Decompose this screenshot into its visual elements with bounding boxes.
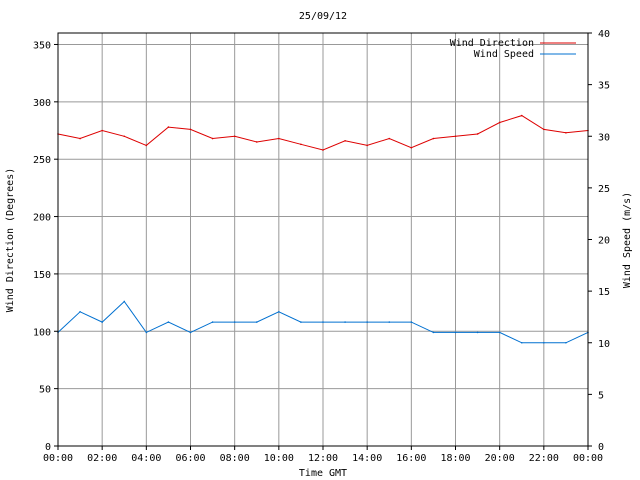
data-point <box>101 321 103 323</box>
data-point <box>233 321 236 323</box>
x-tick-label: 10:00 <box>264 453 294 464</box>
data-point <box>167 126 170 128</box>
x-tick-label: 22:00 <box>529 453 559 464</box>
data-point <box>189 331 192 334</box>
data-point <box>476 133 479 135</box>
y-right-tick-label: 15 <box>598 287 610 298</box>
x-tick-label: 08:00 <box>220 453 250 464</box>
data-point <box>255 141 258 143</box>
data-point <box>79 310 81 313</box>
data-point <box>344 140 346 142</box>
data-point <box>189 128 192 131</box>
y-left-tick-label: 200 <box>33 213 51 224</box>
y-left-tick-label: 0 <box>45 442 51 453</box>
data-point <box>322 149 324 151</box>
legend-label-speed: Wind Speed <box>474 49 534 60</box>
series-lines <box>57 114 589 344</box>
data-point <box>211 137 214 140</box>
data-point <box>565 341 567 344</box>
data-point <box>167 321 170 323</box>
y-right-tick-label: 20 <box>598 236 610 247</box>
data-point <box>255 321 258 323</box>
x-tick-label: 00:00 <box>573 453 603 464</box>
data-point <box>233 135 236 138</box>
data-point <box>410 146 413 149</box>
data-point <box>366 144 368 147</box>
data-point <box>498 121 501 124</box>
data-point <box>322 321 324 323</box>
data-point <box>101 129 103 132</box>
y-right-tick-label: 30 <box>598 132 610 143</box>
data-point <box>79 137 81 140</box>
x-tick-label: 06:00 <box>175 453 205 464</box>
data-point <box>498 331 501 334</box>
data-point <box>300 321 302 323</box>
data-point <box>388 321 391 323</box>
data-point <box>543 341 545 344</box>
legend: Wind Direction Wind Speed <box>450 38 576 60</box>
data-point <box>278 310 280 313</box>
data-point <box>520 341 523 344</box>
y-left-tick-label: 350 <box>33 40 51 51</box>
x-tick-label: 12:00 <box>308 453 338 464</box>
x-tick-label: 18:00 <box>440 453 470 464</box>
y-left-tick-label: 150 <box>33 270 51 281</box>
data-point <box>388 137 391 140</box>
data-point <box>145 331 148 334</box>
data-point <box>344 321 346 323</box>
x-axis-label: Time GMT <box>299 468 347 479</box>
data-point <box>565 132 567 134</box>
data-point <box>211 321 214 323</box>
data-point <box>543 128 545 131</box>
y-right-tick-label: 0 <box>598 442 604 453</box>
y-right-tick-label: 5 <box>598 390 604 401</box>
y-right-tick-label: 25 <box>598 184 610 195</box>
axis-ticks: 00:00 02:00 04:00 06:00 08:00 10:00 12:00 14:00… <box>33 29 610 464</box>
gridlines <box>58 33 588 446</box>
data-point <box>454 331 457 334</box>
data-point <box>300 143 302 146</box>
x-tick-label: 14:00 <box>352 453 382 464</box>
data-point <box>476 331 479 334</box>
y-left-tick-label: 300 <box>33 98 51 109</box>
data-point <box>410 321 413 323</box>
data-point <box>432 331 435 334</box>
data-point <box>123 300 126 303</box>
data-point <box>123 135 126 138</box>
data-point <box>366 321 368 323</box>
data-point <box>520 114 523 117</box>
y-right-tick-label: 10 <box>598 339 610 350</box>
y-left-tick-label: 250 <box>33 155 51 166</box>
x-tick-label: 00:00 <box>43 453 73 464</box>
data-point <box>432 137 435 140</box>
x-tick-label: 20:00 <box>485 453 515 464</box>
y-axis-label-left: Wind Direction (Degrees) <box>5 168 16 313</box>
x-tick-label: 02:00 <box>87 453 117 464</box>
data-point <box>145 144 148 147</box>
chart-title: 25/09/12 <box>299 11 347 22</box>
x-tick-label: 04:00 <box>131 453 161 464</box>
legend-label-direction: Wind Direction <box>450 38 534 49</box>
y-right-tick-label: 40 <box>598 29 610 40</box>
data-point <box>278 137 280 140</box>
y-left-tick-label: 50 <box>39 385 51 396</box>
y-right-tick-label: 35 <box>598 81 610 92</box>
y-axis-label-right: Wind Speed (m/s) <box>622 192 633 288</box>
x-tick-label: 16:00 <box>396 453 426 464</box>
y-left-tick-label: 100 <box>33 327 51 338</box>
data-point <box>454 135 457 138</box>
